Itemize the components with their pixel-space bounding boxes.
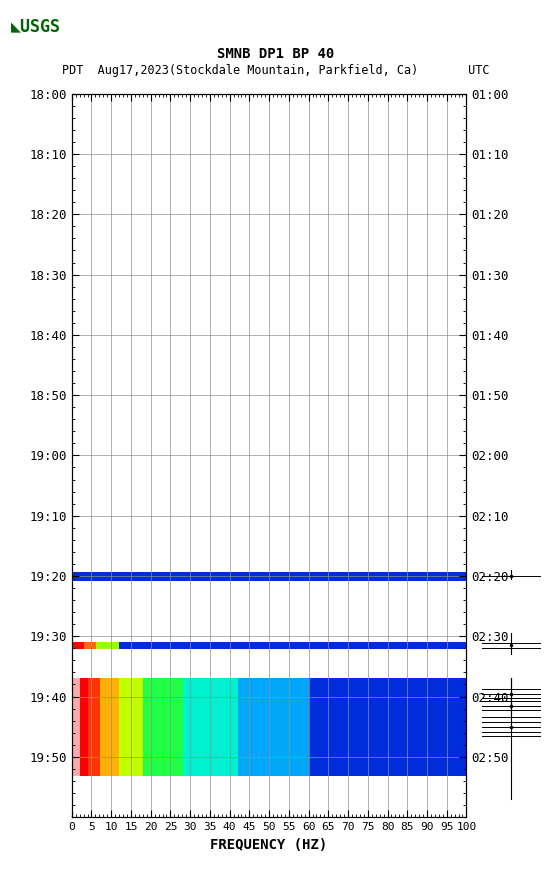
Text: ◣USGS: ◣USGS <box>11 18 61 36</box>
Text: PDT  Aug17,2023(Stockdale Mountain, Parkfield, Ca)       UTC: PDT Aug17,2023(Stockdale Mountain, Parkf… <box>62 64 490 77</box>
X-axis label: FREQUENCY (HZ): FREQUENCY (HZ) <box>210 838 328 852</box>
Text: SMNB DP1 BP 40: SMNB DP1 BP 40 <box>217 46 335 61</box>
